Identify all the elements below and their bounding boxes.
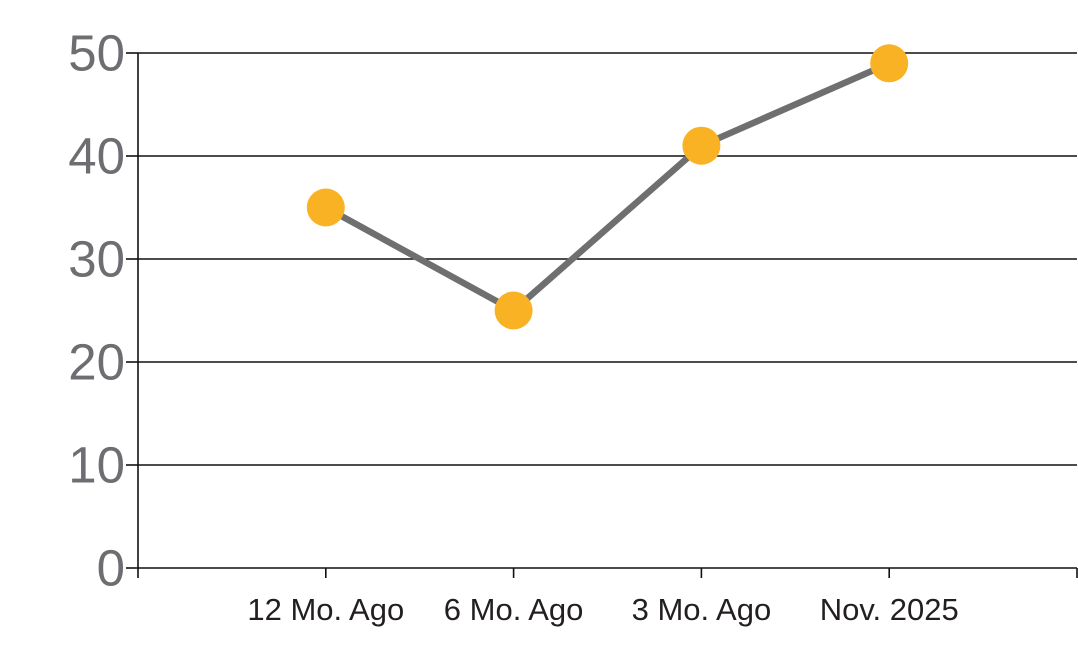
data-line [322, 60, 893, 314]
y-tick-label: 20 [68, 334, 125, 391]
x-tick-label: 12 Mo. Ago [247, 592, 404, 627]
y-tick-label: 10 [68, 437, 125, 494]
y-tick-label: 40 [68, 128, 125, 185]
x-tick-label: 3 Mo. Ago [632, 592, 772, 627]
y-tick-label: 30 [68, 231, 125, 288]
data-point [682, 126, 721, 165]
data-point [870, 44, 909, 83]
x-tick-label: 6 Mo. Ago [444, 592, 584, 627]
data-point [494, 291, 533, 330]
y-tick-label: 0 [97, 540, 125, 597]
data-point [306, 188, 345, 227]
y-tick-label: 50 [68, 25, 125, 82]
x-tick-label: Nov. 2025 [820, 592, 959, 627]
